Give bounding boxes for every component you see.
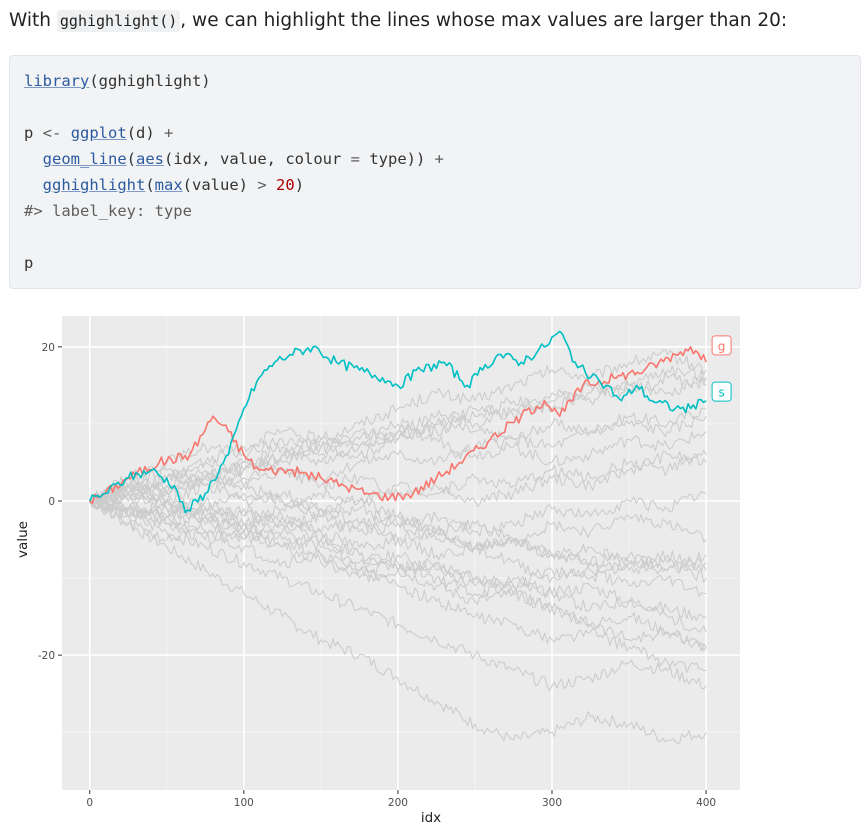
code-fn-gghighlight[interactable]: gghighlight bbox=[42, 176, 146, 194]
code-content: library(gghighlight) p <- ggplot(d) + ge… bbox=[24, 68, 444, 276]
background-series-line bbox=[89, 496, 707, 674]
code-text: type)) bbox=[360, 150, 435, 168]
background-series-line bbox=[89, 490, 707, 537]
intro-suffix: , we can highlight the lines whose max v… bbox=[180, 10, 788, 31]
background-series-line bbox=[89, 482, 707, 652]
highlighted-series-line-g bbox=[89, 345, 707, 505]
code-text: (gghighlight) bbox=[89, 72, 211, 90]
code-text bbox=[267, 176, 276, 194]
code-text: ( bbox=[145, 176, 155, 194]
code-fn-library[interactable]: library bbox=[24, 72, 90, 90]
x-tick-label: 100 bbox=[234, 797, 254, 809]
code-text: (idx, value, colour bbox=[164, 150, 351, 168]
y-tick-label: 20 bbox=[42, 342, 55, 354]
y-axis-title: value bbox=[15, 521, 31, 558]
code-text: ( bbox=[126, 150, 137, 168]
inline-code-gghighlight: gghighlight() bbox=[56, 10, 181, 32]
background-series-line bbox=[89, 365, 707, 507]
code-print-p: p bbox=[24, 254, 34, 272]
background-series-line bbox=[89, 498, 707, 691]
background-series-line bbox=[89, 407, 707, 506]
code-text: (d) bbox=[126, 124, 165, 142]
x-tick-label: 0 bbox=[86, 797, 93, 809]
code-fn-geom-line[interactable]: geom_line bbox=[42, 150, 127, 168]
code-operator: <- bbox=[42, 124, 62, 142]
series-end-label-box-s bbox=[711, 381, 732, 402]
x-tick-label: 300 bbox=[542, 797, 562, 809]
background-series-line bbox=[89, 500, 707, 598]
code-operator: = bbox=[350, 150, 360, 168]
code-indent bbox=[24, 150, 43, 168]
code-text: p bbox=[24, 124, 43, 142]
x-tick-label: 200 bbox=[388, 797, 408, 809]
code-block: library(gghighlight) p <- ggplot(d) + ge… bbox=[9, 55, 861, 289]
series-end-label-g: g bbox=[718, 339, 726, 353]
code-text: (value) bbox=[182, 176, 258, 194]
x-axis-title: idx bbox=[421, 810, 441, 825]
x-tick-label: 400 bbox=[696, 797, 716, 809]
series-end-label-s: s bbox=[718, 386, 724, 400]
code-fn-ggplot[interactable]: ggplot bbox=[70, 124, 127, 142]
intro-prefix: With bbox=[9, 10, 57, 31]
highlighted-series-line-s bbox=[88, 330, 707, 514]
background-series-line bbox=[89, 349, 707, 505]
code-text: ) bbox=[294, 176, 305, 194]
code-operator: + bbox=[164, 124, 174, 142]
code-indent bbox=[24, 176, 43, 194]
background-series-line bbox=[89, 449, 707, 515]
code-fn-aes[interactable]: aes bbox=[136, 150, 165, 168]
y-tick-label: 0 bbox=[48, 496, 55, 508]
background-series-line bbox=[89, 473, 707, 553]
y-tick-label: -20 bbox=[38, 650, 55, 662]
code-output-comment: #> label_key: type bbox=[24, 202, 192, 220]
code-operator: + bbox=[434, 150, 444, 168]
intro-paragraph: With gghighlight(), we can highlight the… bbox=[9, 7, 787, 35]
background-series-line bbox=[89, 500, 707, 745]
code-number: 20 bbox=[276, 176, 295, 194]
code-operator: > bbox=[257, 176, 267, 194]
series-end-label-box-g bbox=[711, 335, 732, 356]
code-text bbox=[61, 124, 70, 142]
code-fn-max[interactable]: max bbox=[154, 176, 183, 194]
